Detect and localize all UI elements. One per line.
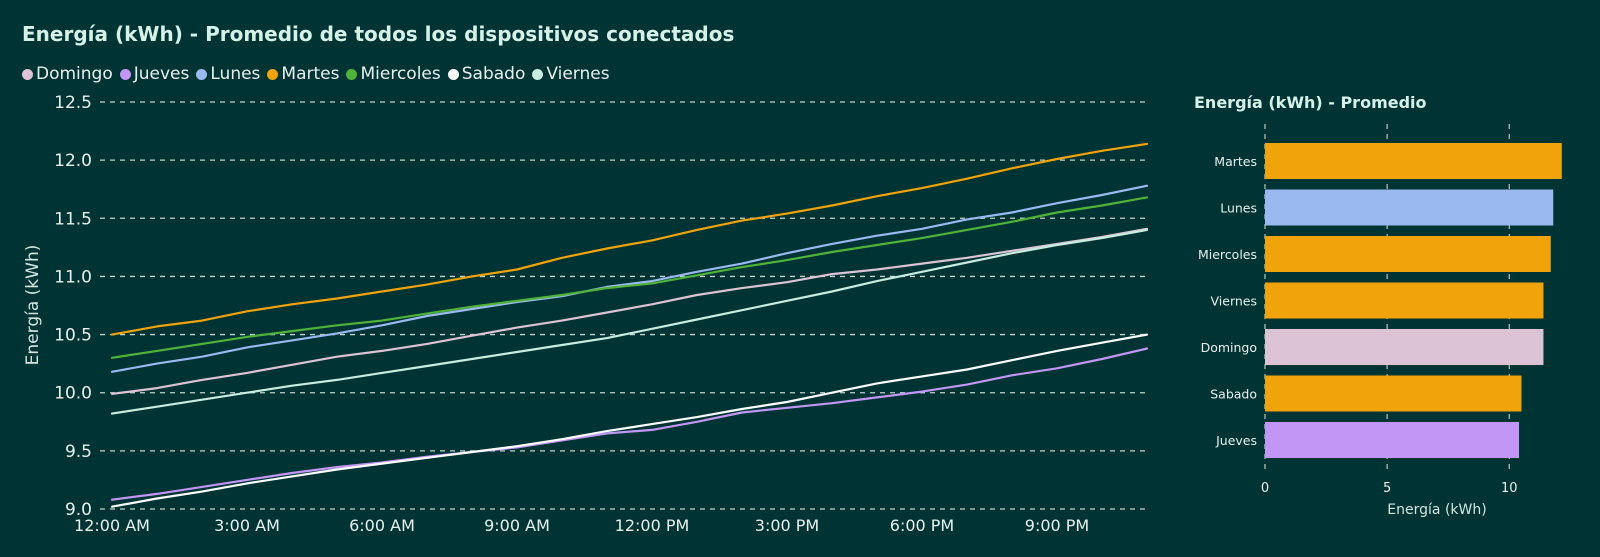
x-tick-label: 12:00 PM — [615, 516, 690, 535]
legend-dot — [119, 68, 131, 80]
y-tick-label: 11.5 — [54, 209, 92, 229]
bar-jueves[interactable] — [1265, 422, 1520, 458]
legend-label: Jueves — [133, 64, 190, 84]
y-tick-label: 9.5 — [65, 442, 92, 462]
legend-dot — [22, 68, 33, 80]
legend-dot — [267, 68, 279, 80]
bar-x-tick-label: 5 — [1383, 481, 1391, 496]
bar-category-label: Jueves — [1215, 433, 1257, 448]
bar-viernes[interactable] — [1265, 282, 1544, 319]
bar-domingo[interactable] — [1265, 329, 1544, 365]
y-tick-label: 10.0 — [54, 384, 92, 404]
series-line-martes[interactable] — [110, 142, 1149, 336]
series-line-sabado[interactable] — [110, 333, 1149, 508]
bar-sabado[interactable] — [1265, 375, 1522, 412]
bar-category-label: Lunes — [1220, 201, 1257, 216]
legend-item-miercoles[interactable]: Miercoles — [346, 64, 441, 84]
line-chart-legend: Domingo Jueves Lunes Martes Miercoles Sabado V… — [22, 64, 617, 84]
bar-category-label: Viernes — [1211, 294, 1257, 309]
x-tick-label: 6:00 PM — [890, 516, 954, 535]
y-tick-label: 12.0 — [54, 151, 92, 171]
line-chart: 9.0 9.5 10.0 10.5 11.0 11.5 12.0 12.5 12:00 AM 3… — [23, 93, 1149, 535]
legend-dot — [196, 68, 208, 80]
series-line-viernes[interactable] — [110, 228, 1149, 415]
y-tick-label: 12.5 — [54, 93, 92, 113]
legend-item-viernes[interactable]: Viernes — [532, 64, 610, 84]
x-tick-label: 6:00 AM — [349, 516, 415, 535]
bar-miercoles[interactable] — [1265, 236, 1551, 272]
legend-item-lunes[interactable]: Lunes — [196, 64, 260, 84]
x-tick-label: 9:00 AM — [484, 516, 550, 535]
legend-item-martes[interactable]: Martes — [267, 64, 339, 84]
line-chart-gridlines — [100, 101, 1147, 510]
legend-label: Sabado — [461, 64, 526, 84]
legend-dot — [447, 68, 459, 80]
bar-chart-title: Energía (kWh) - Promedio — [1194, 93, 1427, 112]
legend-item-jueves[interactable]: Jueves — [119, 64, 190, 84]
bar-martes[interactable] — [1265, 143, 1562, 179]
bar-chart-bars — [1265, 143, 1562, 458]
y-tick-label: 11.0 — [54, 267, 92, 287]
bar-x-tick-label: 10 — [1501, 481, 1518, 496]
line-chart-title: Energía (kWh) - Promedio de todos los di… — [22, 22, 735, 46]
legend-label: Viernes — [546, 64, 610, 84]
x-tick-label: 9:00 PM — [1025, 516, 1089, 535]
series-line-jueves[interactable] — [110, 347, 1149, 501]
legend-item-domingo[interactable]: Domingo — [22, 64, 113, 84]
line-chart-x-axis: 12:00 AM 3:00 AM 6:00 AM 9:00 AM 12:00 PM 3:0… — [74, 516, 1089, 535]
bar-chart-gridlines — [1264, 124, 1510, 470]
series-line-miercoles[interactable] — [110, 196, 1149, 359]
bar-chart-x-axis-label: Energía (kWh) — [1387, 502, 1486, 518]
legend-item-sabado[interactable]: Sabado — [447, 64, 526, 84]
legend-label: Martes — [281, 64, 340, 84]
bar-category-label: Miercoles — [1198, 247, 1257, 262]
y-tick-label: 9.0 — [65, 500, 92, 520]
legend-label: Miercoles — [360, 64, 441, 84]
x-tick-label: 3:00 AM — [214, 516, 280, 535]
bar-category-label: Domingo — [1201, 340, 1257, 355]
bar-lunes[interactable] — [1265, 189, 1554, 226]
legend-dot — [346, 68, 358, 80]
legend-label: Lunes — [210, 64, 261, 84]
series-line-lunes[interactable] — [110, 184, 1149, 373]
line-chart-y-axis-label: Energía (kWh) — [23, 245, 43, 366]
bar-category-label: Sabado — [1210, 387, 1257, 402]
x-tick-label: 12:00 AM — [74, 516, 150, 535]
series-line-domingo[interactable] — [110, 227, 1149, 395]
bar-x-tick-label: 0 — [1261, 481, 1269, 496]
line-chart-series — [110, 142, 1149, 508]
bar-chart-value-axis: 0 5 10 — [1261, 481, 1518, 496]
legend-label: Domingo — [36, 64, 113, 84]
bar-category-label: Martes — [1214, 154, 1257, 169]
line-chart-y-axis: 9.0 9.5 10.0 10.5 11.0 11.5 12.0 12.5 — [54, 93, 92, 520]
bar-chart-category-axis: Martes Lunes Miercoles Viernes Domingo Sabado… — [1198, 154, 1257, 448]
y-tick-label: 10.5 — [54, 326, 92, 346]
x-tick-label: 3:00 PM — [755, 516, 819, 535]
legend-dot — [532, 68, 544, 80]
